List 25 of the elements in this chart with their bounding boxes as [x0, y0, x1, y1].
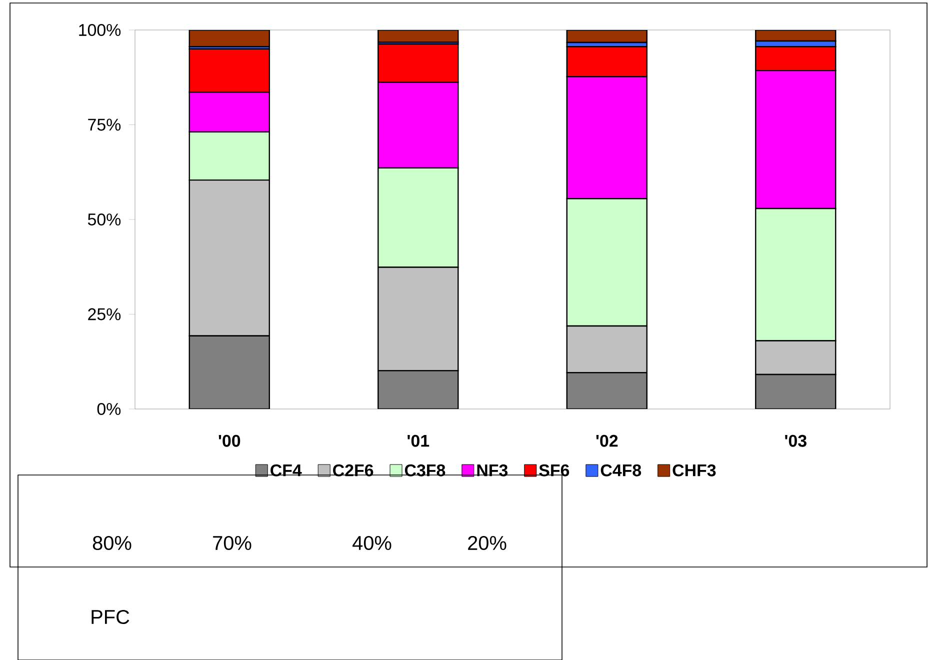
- bar: [378, 30, 459, 43]
- x-tick-label: '01: [408, 434, 430, 447]
- y-tick-label: 25%: [88, 308, 121, 320]
- legend-label: C2F6: [333, 464, 374, 476]
- legend-label: C3F8: [404, 464, 446, 476]
- text: 40%: [352, 536, 392, 550]
- legend-label: C4F8: [600, 464, 642, 476]
- bar: [566, 30, 648, 43]
- legend-label: NF3: [477, 464, 508, 476]
- text: 80%: [92, 536, 132, 550]
- x-tick-label: '03: [785, 434, 806, 447]
- y-tick-label: 75%: [88, 118, 121, 131]
- y-tick-label: 0%: [97, 402, 121, 415]
- x-tick-label: '02: [596, 434, 618, 447]
- legend-label: CF4: [270, 464, 302, 476]
- text: 20%: [468, 536, 506, 550]
- legend-label: CHF3: [672, 464, 716, 476]
- x-tick-label: '00: [218, 434, 240, 447]
- text: PFC: [92, 610, 130, 624]
- bar: [755, 30, 836, 42]
- bar: [188, 30, 270, 48]
- legend-label: SF6: [539, 464, 570, 476]
- y-tick-label: 100%: [79, 24, 121, 36]
- text: 70%: [213, 536, 252, 550]
- y-tick-label: 50%: [88, 213, 121, 226]
